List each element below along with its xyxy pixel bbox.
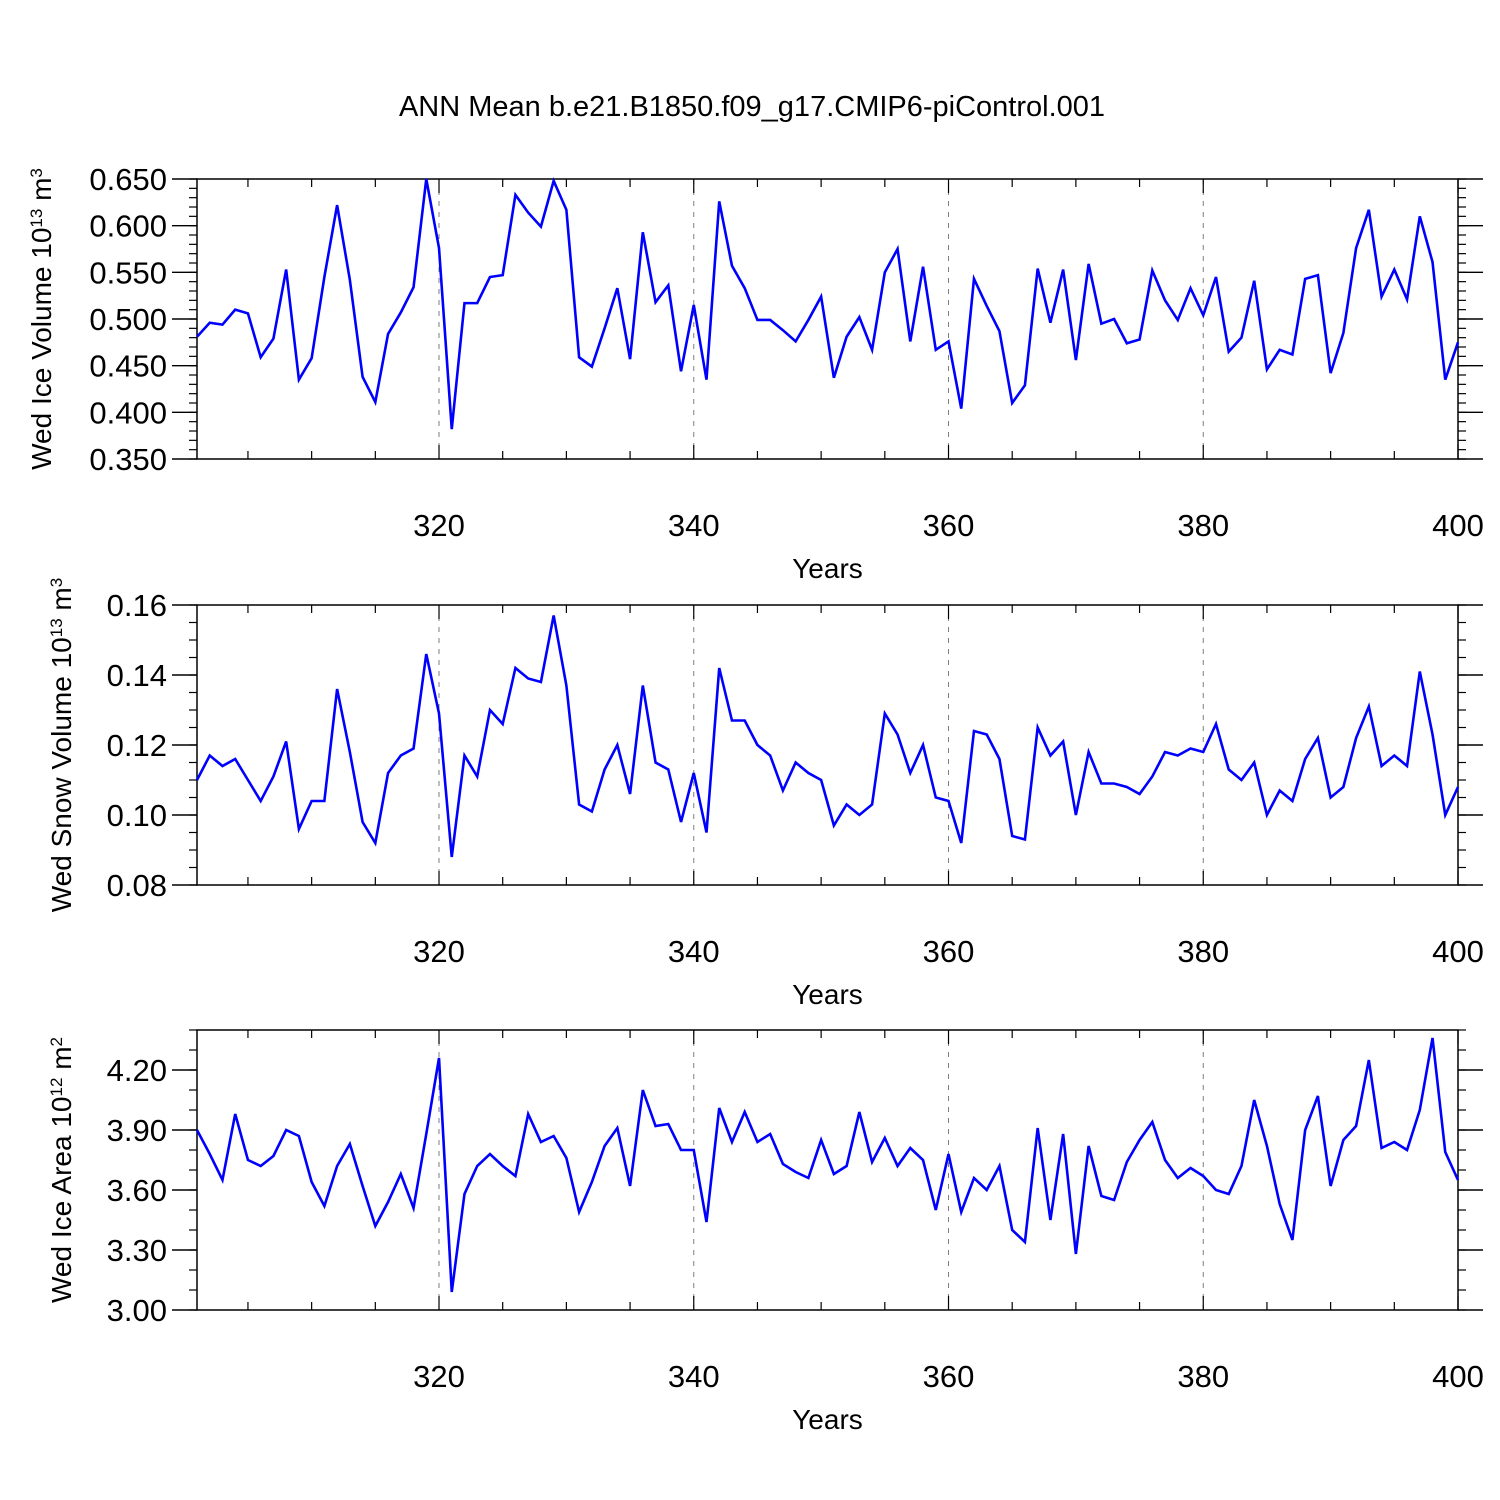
x-tick-label: 380 xyxy=(1177,1359,1229,1394)
x-tick-label: 320 xyxy=(413,934,465,969)
y-tick-label: 0.450 xyxy=(89,349,167,384)
y-tick-label: 3.30 xyxy=(107,1233,167,1268)
x-tick-label: 360 xyxy=(923,508,975,543)
x-tick-label: 400 xyxy=(1432,1359,1484,1394)
x-axis-label: Years xyxy=(792,553,863,584)
y-axis-label-main: Wed Snow Volume 10 xyxy=(46,637,77,912)
y-axis-label: Wed Ice Area 1012 m2 xyxy=(46,1037,77,1303)
x-tick-label: 340 xyxy=(668,1359,720,1394)
y-tick-label: 0.16 xyxy=(107,588,167,623)
x-tick-label: 340 xyxy=(668,508,720,543)
panel-3: 3.00 3.30 3.60 3.90 4.20 320 340 360 380 400 Years… xyxy=(46,1029,1484,1435)
y-axis-label-exponent: 12 xyxy=(47,1078,66,1097)
y-tick-label: 0.650 xyxy=(89,162,167,197)
y-axis-label-unit-exponent: 3 xyxy=(47,578,66,587)
y-tick-label: 3.60 xyxy=(107,1173,167,1208)
y-axis-label-unit: m xyxy=(26,178,57,209)
x-tick-label: 400 xyxy=(1432,508,1484,543)
y-tick-label: 0.14 xyxy=(107,658,167,693)
x-tick-label: 340 xyxy=(668,934,720,969)
panel-2: 0.08 0.10 0.12 0.14 0.16 320 340 360 380 400 Years… xyxy=(46,578,1484,1010)
series-line xyxy=(195,1037,1460,1293)
x-axis-label: Years xyxy=(792,979,863,1010)
plot-frame xyxy=(196,1029,1459,1311)
y-axis-label-unit: m xyxy=(46,587,77,618)
y-tick-label: 0.500 xyxy=(89,302,167,337)
series-line xyxy=(196,177,1460,430)
y-tick-label: 4.20 xyxy=(107,1053,167,1088)
x-tick-label: 380 xyxy=(1177,934,1229,969)
y-tick-label: 0.550 xyxy=(89,255,167,290)
x-tick-label: 400 xyxy=(1432,934,1484,969)
y-tick-label: 0.08 xyxy=(107,868,167,903)
y-tick-label: 0.350 xyxy=(89,442,167,477)
y-tick-label: 0.12 xyxy=(107,728,167,763)
y-tick-label: 0.400 xyxy=(89,395,167,430)
y-axis-label-unit-exponent: 2 xyxy=(47,1037,66,1046)
y-tick-label: 3.90 xyxy=(107,1113,167,1148)
x-tick-label: 320 xyxy=(413,1359,465,1394)
y-tick-label: 3.00 xyxy=(107,1293,167,1328)
y-tick-label: 0.600 xyxy=(89,209,167,244)
y-axis-label-main: Wed Ice Volume 10 xyxy=(26,228,57,470)
x-axis-label: Years xyxy=(792,1404,863,1435)
x-tick-label: 360 xyxy=(923,934,975,969)
y-axis-label-unit: m xyxy=(46,1046,77,1077)
x-tick-label: 320 xyxy=(413,508,465,543)
y-tick-label: 0.10 xyxy=(107,798,167,833)
series-line xyxy=(195,615,1460,858)
y-axis-label: Wed Snow Volume 1013 m3 xyxy=(46,578,77,912)
x-tick-label: 360 xyxy=(923,1359,975,1394)
plot-frame xyxy=(196,178,1459,460)
y-axis-label-unit-exponent: 3 xyxy=(27,168,46,177)
plot-frame xyxy=(196,604,1459,886)
y-axis-label-main: Wed Ice Area 10 xyxy=(46,1097,77,1304)
x-tick-label: 380 xyxy=(1177,508,1229,543)
y-axis-label-exponent: 13 xyxy=(47,618,66,637)
y-axis-label-exponent: 13 xyxy=(27,209,46,228)
chart-title: ANN Mean b.e21.B1850.f09_g17.CMIP6-piCon… xyxy=(399,91,1105,123)
y-axis-label: Wed Ice Volume 1013 m3 xyxy=(26,168,57,470)
